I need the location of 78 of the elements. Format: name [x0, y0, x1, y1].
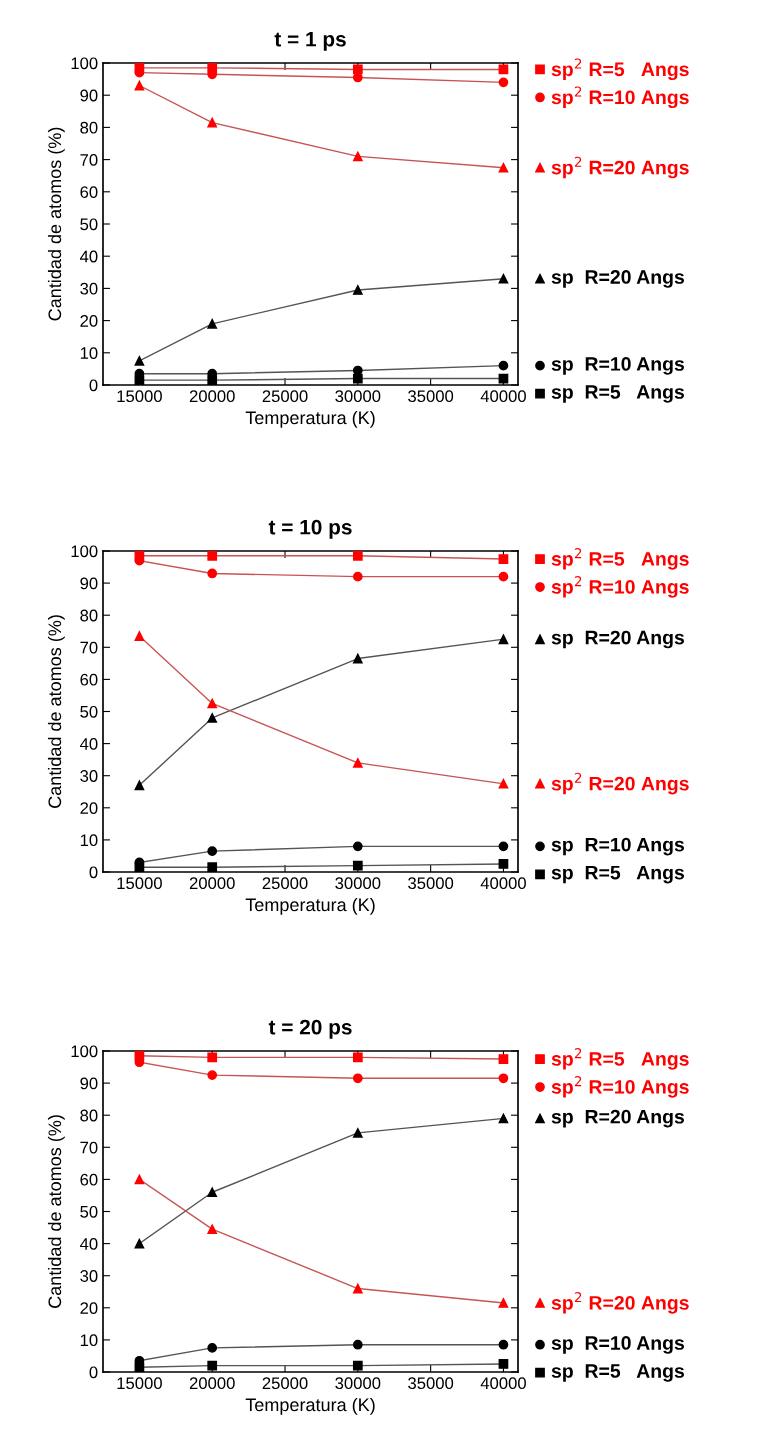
x-tick-label: 20000 [189, 877, 235, 890]
y-tick-label: 30 [80, 282, 98, 295]
y-tick-label: 10 [80, 347, 98, 359]
y-tick-label: 20 [80, 315, 98, 327]
y-tick-label: 60 [80, 186, 98, 198]
y-tick-label: 20 [80, 1302, 98, 1314]
legend-label: sp R=20 Angs [551, 1109, 685, 1128]
legend-label: sp R=20 Angs [551, 270, 685, 288]
x-tick-label: 30000 [335, 877, 381, 890]
y-tick-label: 50 [80, 705, 98, 718]
y-tick-label: 40 [79, 250, 98, 263]
y-tick-label: 0 [89, 1366, 98, 1379]
y-tick-label: 80 [80, 1109, 98, 1122]
y-tick-label: 40 [79, 1238, 98, 1250]
y-tick-label: 90 [80, 577, 98, 590]
legend-label: sp$^{2}$ R=10 Angs [551, 86, 689, 109]
y-tick-label: 30 [80, 770, 98, 782]
y-tick-label: 100 [71, 1045, 98, 1058]
x-tick-label: 35000 [408, 877, 454, 890]
chart-title: t = 20 ps [268, 1019, 352, 1039]
x-tick-label: 25000 [262, 1377, 308, 1390]
y-tick-label: 90 [80, 1077, 98, 1090]
legend-label: sp$^{2}$ R=5 Angs [551, 548, 689, 570]
legend-label: sp R=5 Angs [551, 385, 684, 403]
x-tick-label: 15000 [117, 390, 162, 403]
y-axis-title: Cantidad de atomos (%) [47, 127, 65, 321]
x-tick-label: 40000 [480, 1377, 526, 1390]
legend-label: sp R=10 Angs [551, 1336, 685, 1354]
x-tick-label: 40000 [480, 390, 526, 403]
y-tick-label: 80 [80, 609, 98, 622]
legend-label: sp$^{2}$ R=20 Angs [551, 1292, 689, 1314]
x-tick-label: 20000 [189, 1377, 235, 1390]
legend-label: sp R=10 Angs [551, 357, 685, 375]
x-tick-label: 30000 [335, 390, 381, 403]
y-tick-label: 40 [79, 738, 98, 750]
x-tick-label: 25000 [262, 390, 308, 403]
y-tick-label: 100 [71, 57, 98, 70]
y-tick-label: 80 [80, 121, 98, 134]
x-tick-label: 25000 [262, 877, 308, 890]
legend-label: sp R=5 Angs [551, 1364, 684, 1382]
x-axis-title: Temperatura (K) [245, 410, 375, 428]
legend-label: sp$^{2}$ R=10 Angs [551, 1076, 689, 1098]
y-tick-label: 50 [80, 218, 98, 231]
y-tick-label: 60 [80, 673, 98, 686]
x-axis-title: Temperatura (K) [245, 1397, 375, 1415]
chart-title: t = 10 ps [268, 519, 352, 539]
x-tick-label: 20000 [189, 390, 235, 403]
y-tick-label: 90 [80, 89, 98, 102]
legend-label: sp R=20 Angs [551, 630, 685, 649]
y-tick-label: 10 [80, 834, 98, 847]
x-axis-title: Temperatura (K) [245, 897, 375, 915]
x-tick-label: 15000 [117, 1377, 162, 1390]
y-tick-label: 10 [80, 1334, 98, 1347]
y-axis-title: Cantidad de atomos (%) [47, 1115, 65, 1308]
y-tick-label: 70 [80, 641, 98, 654]
y-tick-label: 60 [80, 1173, 98, 1186]
x-tick-label: 15000 [117, 877, 162, 890]
legend-label: sp$^{2}$ R=5 Angs [551, 58, 689, 81]
y-tick-label: 70 [80, 1141, 98, 1154]
y-axis-title: Cantidad de atomos (%) [47, 615, 65, 808]
y-tick-label: 20 [80, 802, 98, 814]
legend-label: sp$^{2}$ R=20 Angs [551, 156, 689, 179]
legend-label: sp$^{2}$ R=10 Angs [551, 576, 689, 598]
chart-title: t = 1 ps [274, 32, 346, 51]
legend-label: sp$^{2}$ R=20 Angs [551, 772, 689, 795]
y-tick-label: 0 [89, 866, 98, 879]
y-tick-label: 100 [71, 545, 98, 558]
y-tick-label: 30 [80, 1270, 98, 1282]
legend-label: sp$^{2}$ R=5 Angs [551, 1048, 689, 1070]
x-tick-label: 35000 [408, 1377, 454, 1390]
legend-label: sp R=5 Angs [551, 865, 684, 884]
x-tick-label: 40000 [480, 877, 526, 890]
x-tick-label: 30000 [335, 1377, 381, 1390]
y-tick-label: 70 [80, 154, 98, 166]
y-tick-label: 50 [80, 1205, 98, 1218]
x-tick-label: 35000 [408, 390, 454, 403]
legend-label: sp R=10 Angs [551, 837, 685, 856]
y-tick-label: 0 [89, 379, 98, 392]
